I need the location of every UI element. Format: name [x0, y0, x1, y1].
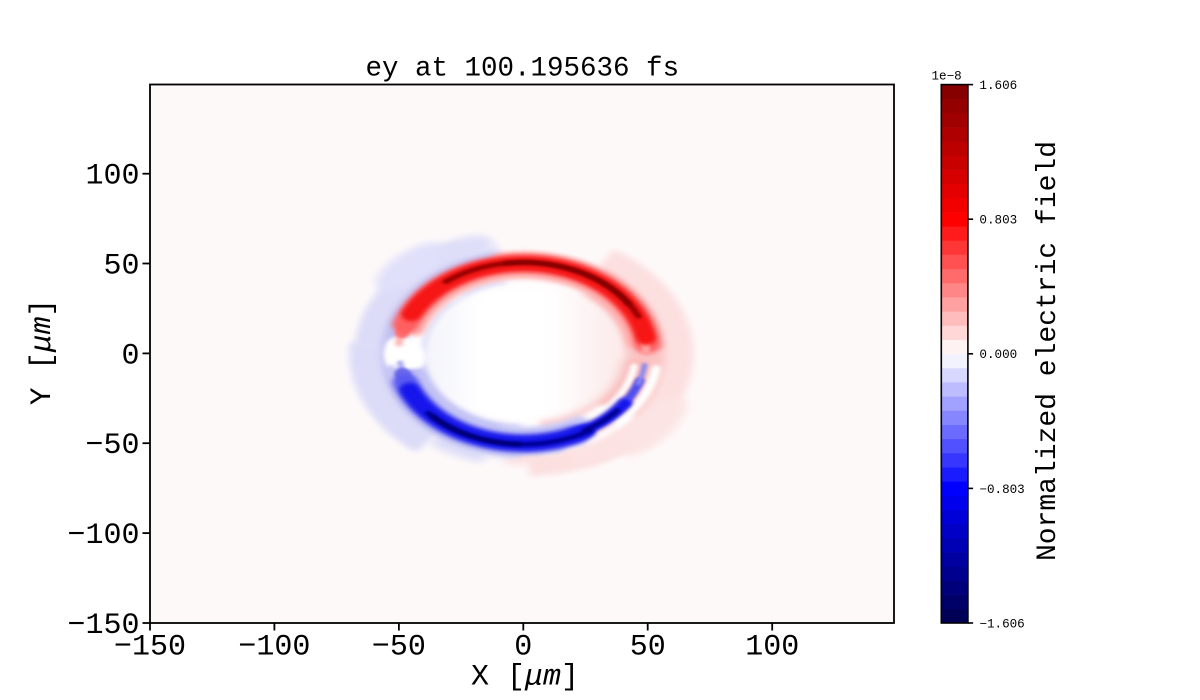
svg-text:−50: −50 — [372, 631, 426, 665]
svg-text:−1.606: −1.606 — [979, 617, 1024, 631]
svg-text:Normalized electric field: Normalized electric field — [1033, 141, 1064, 561]
svg-text:−0.803: −0.803 — [979, 483, 1024, 497]
svg-text:1.606: 1.606 — [979, 79, 1017, 93]
svg-text:0: 0 — [514, 631, 532, 665]
svg-text:−150: −150 — [114, 631, 186, 665]
svg-text:50: 50 — [103, 250, 139, 284]
svg-text:50: 50 — [630, 631, 666, 665]
svg-text:−150: −150 — [67, 609, 139, 643]
svg-text:0.000: 0.000 — [979, 348, 1017, 362]
svg-text:100: 100 — [745, 631, 799, 665]
svg-text:100: 100 — [85, 160, 139, 194]
svg-text:−50: −50 — [85, 429, 139, 463]
svg-text:1e−8: 1e−8 — [932, 69, 962, 83]
svg-text:0.803: 0.803 — [979, 214, 1017, 228]
svg-text:ey at 100.195636 fs: ey at 100.195636 fs — [366, 54, 680, 85]
svg-text:0: 0 — [121, 339, 139, 373]
svg-text:X [μm]: X [μm] — [471, 661, 579, 695]
svg-text:−100: −100 — [67, 519, 139, 553]
svg-text:Y [μm]: Y [μm] — [25, 299, 59, 405]
svg-text:−100: −100 — [238, 631, 310, 665]
